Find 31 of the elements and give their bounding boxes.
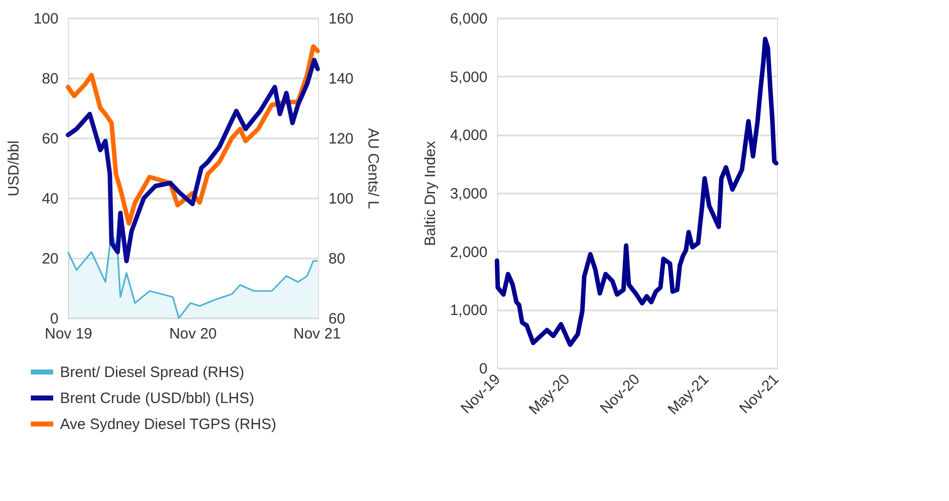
line-series	[494, 36, 778, 347]
x-tick-label: Nov 20	[169, 326, 217, 342]
y-axis-title: Baltic Dry Index	[422, 140, 439, 246]
y2-tick-label: 120	[328, 130, 354, 148]
y-tick-label: 3,000	[450, 186, 488, 202]
y-tick-label: 1,000	[450, 302, 488, 320]
y-tick-label: 100	[33, 10, 58, 28]
y-tick-label: 80	[42, 70, 58, 88]
y-tick-label: 20	[42, 250, 58, 268]
y2-tick-label: 100	[328, 190, 354, 208]
legend-label: Brent Crude (USD/bbl) (LHS)	[60, 390, 254, 407]
y-tick-label: 60	[42, 130, 58, 148]
y2-tick-label: 60	[328, 310, 346, 328]
y-tick-label: 0	[479, 360, 488, 378]
y-axis-title: USD/bbl	[5, 140, 22, 196]
legend-label: Brent/ Diesel Spread (RHS)	[60, 364, 244, 381]
y2-tick-label: 140	[328, 70, 354, 88]
y-tick-label: 6,000	[450, 10, 488, 28]
y-tick-label: 5,000	[450, 68, 488, 86]
x-tick-label: Nov 21	[293, 326, 341, 342]
y-tick-label: 4,000	[450, 127, 488, 144]
x-tick-label: Nov 19	[44, 326, 92, 342]
line-series	[66, 44, 320, 226]
line-series	[66, 58, 320, 264]
y-tick-label: 40	[42, 190, 58, 208]
y2-tick-label: 160	[328, 10, 354, 28]
y2-axis-title: AU Cents/ L	[364, 128, 382, 209]
y-tick-label: 0	[50, 310, 58, 328]
y-tick-label: 2,000	[450, 244, 488, 261]
y2-tick-label: 80	[328, 250, 346, 268]
legend-label: Ave Sydney Diesel TGPS (RHS)	[60, 416, 276, 433]
